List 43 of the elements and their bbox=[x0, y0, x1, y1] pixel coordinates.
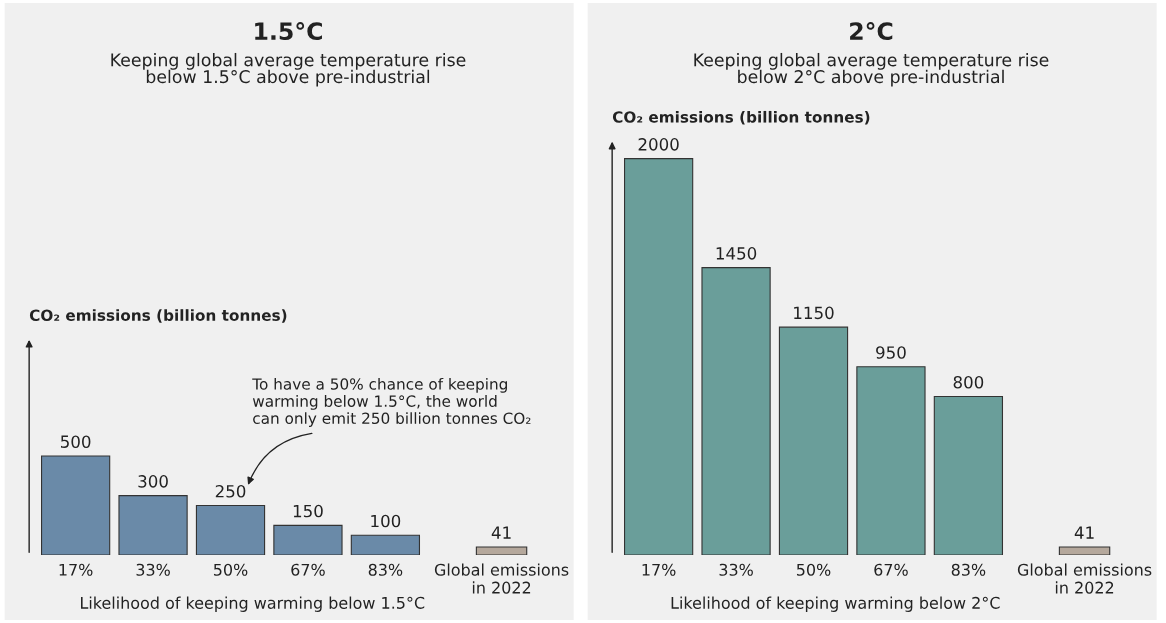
x-tick-label: 17% bbox=[642, 563, 676, 576]
chart-subtitle: Keeping global average temperature rise below 2°C above pre-industrial bbox=[694, 52, 1049, 87]
x-tick-label: 50% bbox=[796, 563, 831, 576]
bar bbox=[118, 495, 188, 556]
data-label: 2000 bbox=[638, 138, 679, 151]
x-axis-title: Likelihood of keeping warming below 2°C bbox=[671, 596, 1000, 612]
y-axis-title: CO₂ emissions (billion tonnes) bbox=[29, 309, 287, 323]
x-tick-label: Global emissions in 2022 bbox=[434, 563, 569, 594]
y-axis-title: CO₂ emissions (billion tonnes) bbox=[612, 110, 870, 125]
bar bbox=[933, 395, 1004, 556]
data-label: 100 bbox=[371, 514, 401, 528]
bar bbox=[623, 158, 694, 556]
x-axis-title: Likelihood of keeping warming below 1.5°C bbox=[81, 596, 425, 612]
data-label: 41 bbox=[1074, 526, 1094, 539]
x-tick-label: Global emissions in 2022 bbox=[1017, 563, 1152, 594]
text: To have a 50% chance of keeping warming below 1.5°C, the world can only emit 250 billion tonnes CO₂ bbox=[252, 377, 531, 427]
x-tick-label: 67% bbox=[291, 563, 325, 576]
data-label: 150 bbox=[293, 504, 323, 518]
data-label: 250 bbox=[215, 484, 246, 498]
chart-title: 2°C bbox=[850, 22, 893, 41]
data-label: 1150 bbox=[794, 306, 834, 320]
bar bbox=[856, 366, 926, 556]
data-label: 950 bbox=[876, 346, 906, 359]
x-tick-label: 83% bbox=[951, 563, 986, 576]
x-tick-label: 67% bbox=[874, 563, 908, 576]
bar bbox=[273, 524, 343, 556]
bar bbox=[350, 534, 421, 556]
x-tick-label: 83% bbox=[368, 563, 403, 576]
bar bbox=[778, 326, 849, 556]
bar bbox=[701, 267, 771, 556]
data-label: 41 bbox=[491, 526, 511, 539]
x-tick-label: 33% bbox=[136, 563, 170, 576]
chart-subtitle: Keeping global average temperature rise below 1.5°C above pre-industrial bbox=[111, 52, 466, 87]
data-label: 500 bbox=[61, 435, 91, 448]
x-tick-label: 50% bbox=[213, 563, 248, 576]
chart-title: 1.5°C bbox=[255, 22, 322, 41]
data-label: 1450 bbox=[716, 247, 757, 260]
data-label: 800 bbox=[953, 375, 984, 389]
x-tick-label: 17% bbox=[59, 563, 93, 576]
data-label: 300 bbox=[138, 475, 168, 488]
x-tick-label: 33% bbox=[719, 563, 753, 576]
bar bbox=[195, 504, 266, 556]
bar bbox=[40, 455, 111, 556]
